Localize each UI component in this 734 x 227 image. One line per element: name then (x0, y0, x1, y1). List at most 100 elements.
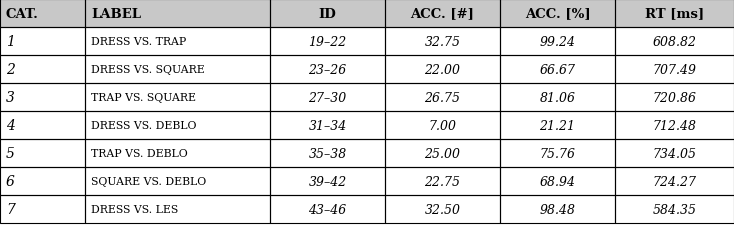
Bar (270, 56, 385, 84)
Bar (615, 56, 734, 84)
Text: TRAP VS. DEBLO: TRAP VS. DEBLO (91, 148, 188, 158)
Text: ACC. [#]: ACC. [#] (410, 7, 474, 20)
Bar (85, 195, 270, 223)
Bar (500, 167, 615, 195)
Bar (385, 195, 500, 223)
Bar (385, 28, 500, 56)
Text: 5: 5 (6, 146, 15, 160)
Text: CAT.: CAT. (6, 7, 39, 20)
Text: 7.00: 7.00 (429, 119, 457, 132)
Bar (270, 28, 385, 56)
Text: 66.67: 66.67 (539, 63, 575, 76)
Text: 4: 4 (6, 118, 15, 132)
Text: 734.05: 734.05 (653, 147, 697, 160)
Bar (500, 84, 615, 111)
Text: 75.76: 75.76 (539, 147, 575, 160)
Text: RT [ms]: RT [ms] (645, 7, 704, 20)
Text: SQUARE VS. DEBLO: SQUARE VS. DEBLO (91, 176, 206, 186)
Bar (385, 84, 500, 111)
Bar (500, 195, 615, 223)
Bar (85, 56, 270, 84)
Text: 35–38: 35–38 (308, 147, 346, 160)
Text: 32.50: 32.50 (424, 203, 460, 216)
Bar (0, 0, 85, 28)
Bar (500, 111, 615, 139)
Bar (270, 139, 385, 167)
Bar (270, 84, 385, 111)
Text: TRAP VS. SQUARE: TRAP VS. SQUARE (91, 93, 196, 103)
Bar (85, 84, 270, 111)
Bar (270, 0, 385, 28)
Bar (615, 0, 734, 28)
Text: LABEL: LABEL (91, 7, 141, 20)
Bar (270, 0, 385, 28)
Text: 32.75: 32.75 (424, 35, 460, 48)
Text: 99.24: 99.24 (539, 35, 575, 48)
Bar (385, 56, 500, 84)
Bar (500, 84, 615, 111)
Bar (85, 0, 270, 28)
Bar (385, 0, 500, 28)
Text: 6: 6 (6, 174, 15, 188)
Text: 19–22: 19–22 (308, 35, 346, 48)
Text: DRESS VS. SQUARE: DRESS VS. SQUARE (91, 65, 205, 75)
Bar (615, 56, 734, 84)
Bar (85, 167, 270, 195)
Text: 98.48: 98.48 (539, 203, 575, 216)
Bar (0, 111, 85, 139)
Bar (270, 111, 385, 139)
Text: DRESS VS. DEBLO: DRESS VS. DEBLO (91, 121, 197, 131)
Bar (385, 139, 500, 167)
Bar (0, 111, 85, 139)
Bar (385, 167, 500, 195)
Bar (500, 139, 615, 167)
Bar (615, 28, 734, 56)
Bar (85, 28, 270, 56)
Text: 26.75: 26.75 (424, 91, 460, 104)
Bar (0, 84, 85, 111)
Bar (270, 84, 385, 111)
Bar (270, 195, 385, 223)
Bar (615, 84, 734, 111)
Text: 25.00: 25.00 (424, 147, 460, 160)
Text: 31–34: 31–34 (308, 119, 346, 132)
Bar (85, 28, 270, 56)
Bar (0, 167, 85, 195)
Bar (385, 111, 500, 139)
Bar (500, 195, 615, 223)
Text: 21.21: 21.21 (539, 119, 575, 132)
Bar (385, 28, 500, 56)
Bar (500, 167, 615, 195)
Bar (270, 195, 385, 223)
Text: ID: ID (319, 7, 336, 20)
Bar (615, 167, 734, 195)
Bar (385, 195, 500, 223)
Bar (0, 139, 85, 167)
Bar (270, 139, 385, 167)
Text: 27–30: 27–30 (308, 91, 346, 104)
Bar (500, 139, 615, 167)
Bar (500, 0, 615, 28)
Bar (0, 195, 85, 223)
Bar (500, 56, 615, 84)
Bar (85, 56, 270, 84)
Bar (85, 111, 270, 139)
Bar (500, 28, 615, 56)
Bar (85, 84, 270, 111)
Bar (500, 28, 615, 56)
Bar (0, 28, 85, 56)
Bar (85, 167, 270, 195)
Bar (0, 139, 85, 167)
Bar (85, 0, 270, 28)
Bar (270, 28, 385, 56)
Bar (85, 139, 270, 167)
Text: DRESS VS. LES: DRESS VS. LES (91, 204, 178, 214)
Bar (615, 28, 734, 56)
Bar (615, 111, 734, 139)
Bar (500, 111, 615, 139)
Text: 22.75: 22.75 (424, 175, 460, 188)
Text: 608.82: 608.82 (653, 35, 697, 48)
Bar (615, 195, 734, 223)
Bar (615, 111, 734, 139)
Bar (385, 0, 500, 28)
